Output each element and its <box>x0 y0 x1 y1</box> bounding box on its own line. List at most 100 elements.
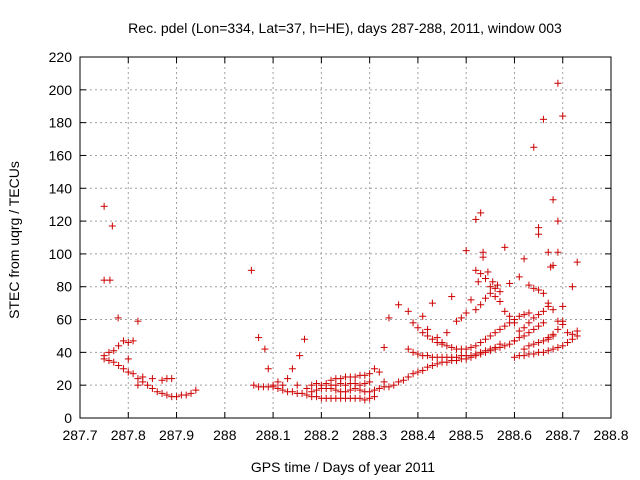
data-point <box>313 380 321 388</box>
data-point <box>535 339 543 347</box>
data-point <box>370 386 378 394</box>
data-point <box>554 217 562 225</box>
data-point <box>530 340 538 348</box>
data-point <box>559 302 567 310</box>
data-point <box>409 348 417 356</box>
x-tick-label: 288.8 <box>593 427 628 443</box>
data-point <box>115 361 123 369</box>
data-point <box>448 293 456 301</box>
data-point <box>568 330 576 338</box>
data-point <box>564 339 572 347</box>
data-point <box>530 284 538 292</box>
data-point <box>114 314 122 322</box>
y-tick-label: 160 <box>49 147 73 163</box>
data-point <box>539 337 547 345</box>
x-tick-label: 287.9 <box>159 427 194 443</box>
data-point <box>535 311 543 319</box>
data-point <box>549 345 557 353</box>
data-point <box>496 288 504 296</box>
y-tick-label: 60 <box>56 312 72 328</box>
data-point <box>264 365 272 373</box>
data-point <box>472 215 480 223</box>
data-point <box>448 343 456 351</box>
data-point <box>477 301 485 309</box>
data-point <box>501 342 509 350</box>
data-point <box>525 329 533 337</box>
data-point <box>409 370 417 378</box>
data-point <box>110 358 118 366</box>
data-point <box>559 112 567 120</box>
data-point <box>288 388 296 396</box>
data-point <box>366 388 374 396</box>
data-point <box>510 337 518 345</box>
data-point <box>298 389 306 397</box>
data-point <box>110 347 118 355</box>
data-point <box>313 386 321 394</box>
data-point <box>530 314 538 322</box>
data-point <box>105 348 113 356</box>
data-point <box>409 319 417 327</box>
data-point <box>361 380 369 388</box>
data-point <box>453 353 461 361</box>
data-point <box>192 386 200 394</box>
data-point <box>300 335 308 343</box>
data-point <box>100 355 108 363</box>
data-point <box>414 350 422 358</box>
data-point <box>494 281 502 289</box>
data-point <box>433 360 441 368</box>
data-point <box>108 222 116 230</box>
data-point <box>375 368 383 376</box>
data-point <box>124 339 132 347</box>
data-point <box>255 334 263 342</box>
data-point <box>506 312 514 320</box>
data-point <box>404 307 412 315</box>
data-point <box>308 381 316 389</box>
data-point <box>187 389 195 397</box>
y-tick-label: 220 <box>49 49 73 65</box>
data-point <box>515 334 523 342</box>
data-point <box>433 334 441 342</box>
y-tick-label: 20 <box>56 377 72 393</box>
plot-frame <box>79 56 612 419</box>
data-point <box>544 334 552 342</box>
data-point <box>261 345 269 353</box>
data-point <box>539 319 547 327</box>
data-point <box>337 375 345 383</box>
data-point <box>361 371 369 379</box>
data-point <box>554 248 562 256</box>
y-tick-label: 180 <box>49 115 73 131</box>
data-point <box>139 373 147 381</box>
x-tick-label: 288.4 <box>400 427 435 443</box>
data-point <box>549 306 557 314</box>
data-point <box>404 345 412 353</box>
data-point <box>530 143 538 151</box>
data-point <box>303 391 311 399</box>
data-point <box>173 393 181 401</box>
data-point <box>547 263 555 271</box>
data-point <box>462 247 470 255</box>
data-point <box>424 352 432 360</box>
data-point <box>477 348 485 356</box>
y-axis-label: STEC from uqrg / TECUs <box>6 161 22 319</box>
data-point <box>539 348 547 356</box>
data-point <box>395 378 403 386</box>
data-point <box>356 386 364 394</box>
y-tick-label: 40 <box>56 344 72 360</box>
data-point <box>520 324 528 332</box>
y-tick-label: 140 <box>49 180 73 196</box>
data-point <box>428 361 436 369</box>
data-point <box>573 327 581 335</box>
x-tick-label: 288.7 <box>545 427 580 443</box>
x-tick-label: 288.6 <box>497 427 532 443</box>
data-point <box>491 329 499 337</box>
data-point <box>274 384 282 392</box>
data-point <box>462 309 470 317</box>
data-point <box>269 381 277 389</box>
data-point <box>539 307 547 315</box>
data-point <box>158 376 166 384</box>
data-point <box>544 347 552 355</box>
data-point <box>168 375 176 383</box>
data-point <box>477 270 485 278</box>
x-tick-label: 288.3 <box>352 427 387 443</box>
data-point <box>288 365 296 373</box>
